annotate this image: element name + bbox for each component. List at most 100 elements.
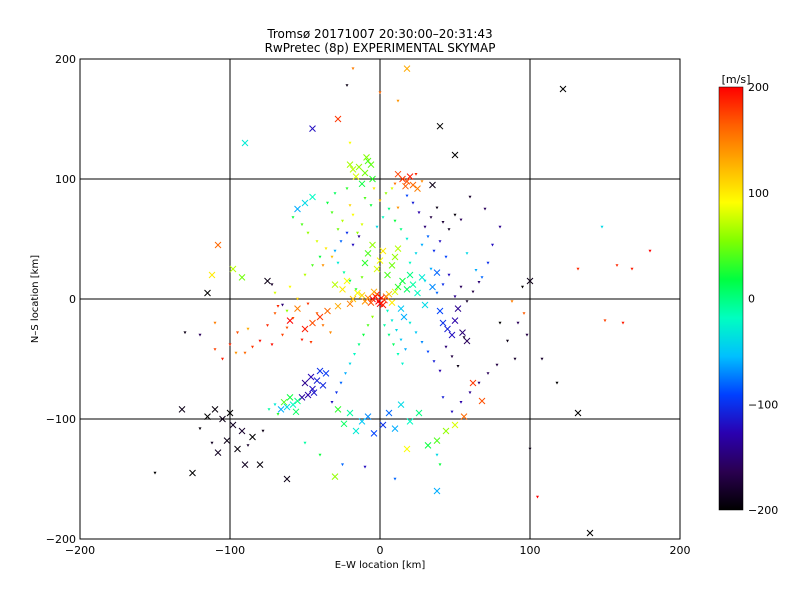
scatter-point	[329, 331, 332, 334]
scatter-point	[616, 264, 619, 267]
scatter-point	[373, 187, 376, 190]
scatter-point	[340, 382, 343, 385]
scatter-point	[290, 402, 296, 408]
scatter-point	[406, 195, 409, 198]
scatter-point	[470, 380, 476, 386]
scatter-point	[359, 181, 365, 187]
scatter-point	[622, 322, 625, 325]
scatter-point	[445, 326, 451, 332]
colorbar	[719, 87, 743, 510]
scatter-point	[265, 278, 271, 284]
scatter-point	[341, 220, 344, 223]
scatter-point	[385, 272, 391, 278]
scatter-point	[239, 274, 245, 280]
scatter-point	[205, 290, 211, 296]
scatter-point	[344, 372, 347, 375]
scatter-point	[526, 334, 529, 337]
scatter-point	[304, 274, 307, 277]
scatter-point	[442, 396, 445, 399]
scatter-point	[422, 302, 428, 308]
scatter-point	[430, 284, 436, 290]
scatter-point	[631, 268, 634, 271]
scatter-point	[335, 406, 341, 412]
scatter-point	[436, 292, 439, 295]
scatter-point	[406, 238, 409, 241]
y-tick-label: 0	[69, 293, 76, 306]
scatter-point	[352, 214, 355, 217]
scatter-point	[392, 343, 395, 346]
colorbar-tick-label: 0	[748, 293, 755, 306]
scatter-point	[415, 186, 421, 192]
scatter-point	[395, 171, 401, 177]
scatter-point	[409, 322, 412, 325]
y-tick-label: −100	[46, 413, 76, 426]
scatter-point	[403, 183, 409, 189]
scatter-point	[464, 338, 470, 344]
scatter-point	[388, 208, 391, 211]
scatter-point	[361, 276, 364, 279]
scatter-point	[407, 272, 413, 278]
scatter-point	[424, 280, 427, 283]
scatter-point	[424, 226, 427, 229]
scatter-point	[425, 442, 431, 448]
scatter-point	[454, 295, 457, 298]
scatter-point	[250, 434, 256, 440]
scatter-point	[466, 300, 469, 303]
scatter-point	[271, 283, 274, 286]
chart-subtitle: RwPretec (8p) EXPERIMENTAL SKYMAP	[265, 41, 496, 55]
scatter-point	[460, 401, 463, 404]
x-tick-label: 100	[520, 544, 541, 557]
scatter-point	[302, 380, 308, 386]
scatter-point	[289, 286, 292, 289]
colorbar-tick-label: −200	[748, 504, 778, 517]
scatter-point	[307, 232, 310, 235]
scatter-point	[397, 100, 400, 103]
scatter-point	[395, 329, 398, 332]
scatter-point	[416, 410, 422, 416]
scatter-point	[395, 246, 401, 252]
scatter-points	[154, 66, 652, 536]
scatter-point	[235, 446, 241, 452]
scatter-point	[404, 348, 407, 351]
scatter-point	[575, 410, 581, 416]
scatter-point	[235, 352, 238, 355]
scatter-point	[229, 343, 232, 346]
scatter-point	[487, 372, 490, 375]
scatter-point	[308, 374, 314, 380]
scatter-point	[343, 271, 346, 274]
scatter-point	[394, 183, 397, 186]
scatter-point	[352, 67, 355, 70]
scatter-point	[317, 314, 323, 320]
scatter-point	[400, 228, 403, 231]
scatter-point	[214, 322, 217, 325]
scatter-point	[478, 382, 481, 385]
scatter-point	[449, 332, 455, 338]
scatter-point	[331, 401, 334, 404]
scatter-point	[277, 305, 280, 308]
scatter-point	[442, 221, 445, 224]
scatter-point	[379, 91, 382, 94]
scatter-point	[389, 262, 395, 268]
scatter-point	[337, 228, 340, 231]
scatter-point	[400, 339, 403, 342]
scatter-point	[341, 421, 347, 427]
scatter-point	[529, 448, 532, 451]
scatter-point	[601, 226, 604, 229]
scatter-point	[310, 341, 313, 344]
scatter-point	[436, 207, 439, 210]
scatter-point	[371, 430, 377, 436]
scatter-point	[316, 240, 319, 243]
scatter-point	[386, 310, 389, 313]
scatter-point	[295, 306, 301, 312]
scatter-point	[352, 244, 355, 247]
scatter-point	[274, 312, 277, 315]
scatter-point	[230, 422, 236, 428]
scatter-point	[460, 286, 463, 289]
scatter-point	[370, 242, 376, 248]
scatter-point	[541, 358, 544, 361]
scatter-point	[397, 207, 400, 210]
scatter-point	[292, 216, 295, 219]
scatter-point	[349, 142, 352, 145]
scatter-point	[209, 272, 215, 278]
